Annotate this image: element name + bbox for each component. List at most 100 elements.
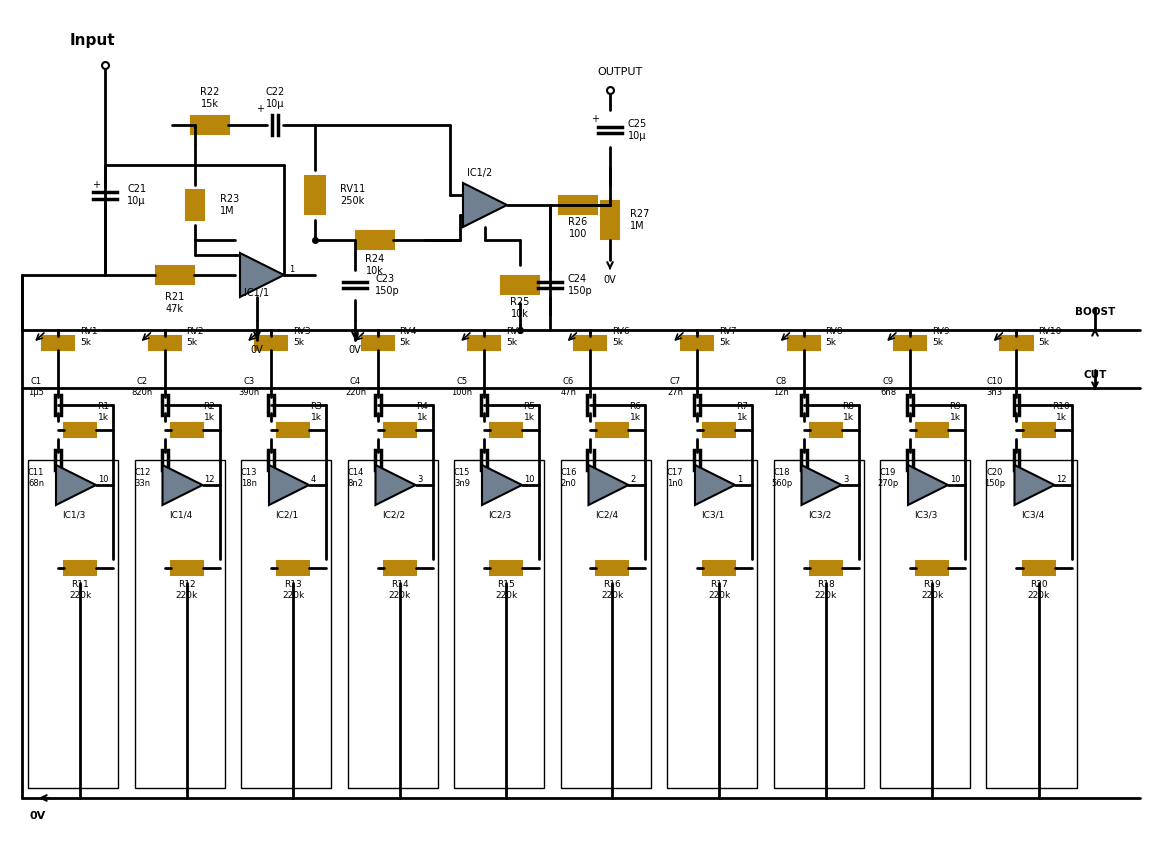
Text: 12: 12 [205, 475, 216, 484]
Bar [255, 336, 287, 350]
Text: C5
100n: C5 100n [451, 377, 473, 397]
Text: R21
47k: R21 47k [165, 292, 184, 314]
Text: RV7
5k: RV7 5k [719, 327, 736, 347]
Text: IC1/3: IC1/3 [62, 511, 86, 519]
Bar [702, 561, 735, 575]
Bar [1023, 561, 1054, 575]
Text: C2
820n: C2 820n [132, 377, 153, 397]
Text: C1
1μ5: C1 1μ5 [28, 377, 44, 397]
Text: R27
1M: R27 1M [630, 209, 649, 231]
Text: C7
27n: C7 27n [668, 377, 683, 397]
Bar [490, 423, 522, 437]
Text: R25
10k: R25 10k [510, 298, 530, 319]
Text: IC3/4: IC3/4 [1021, 511, 1044, 519]
Bar [560, 460, 650, 788]
Bar [916, 561, 948, 575]
Text: IC2/3: IC2/3 [488, 511, 511, 519]
Text: C4
220n: C4 220n [345, 377, 366, 397]
Text: C17
1n0: C17 1n0 [666, 468, 683, 488]
Text: R2
1k: R2 1k [204, 402, 216, 422]
Bar [148, 336, 181, 350]
Text: R6
1k: R6 1k [629, 402, 642, 422]
Text: C22
10µ: C22 10µ [266, 88, 284, 109]
Bar [810, 561, 841, 575]
Bar [156, 266, 195, 284]
Bar [788, 336, 819, 350]
Text: RV4
5k: RV4 5k [400, 327, 417, 347]
Bar [596, 561, 628, 575]
Bar [347, 460, 438, 788]
Bar [916, 423, 948, 437]
Text: R24
10k: R24 10k [366, 254, 384, 275]
Text: C10
3n3: C10 3n3 [987, 377, 1003, 397]
Bar [501, 276, 539, 294]
Text: C25
10µ: C25 10µ [628, 119, 648, 141]
Bar [880, 460, 970, 788]
Bar [356, 231, 394, 249]
Text: R14
220k: R14 220k [388, 581, 410, 600]
Text: 0V: 0V [348, 345, 361, 355]
Text: RV1
5k: RV1 5k [80, 327, 98, 347]
Text: C23
150p: C23 150p [375, 275, 400, 296]
Text: R4
1k: R4 1k [417, 402, 429, 422]
Text: RV11
250k: RV11 250k [340, 184, 366, 206]
Polygon shape [1015, 465, 1054, 505]
Text: R10
1k: R10 1k [1053, 402, 1071, 422]
Text: C24
150p: C24 150p [569, 275, 593, 296]
Text: R16
220k: R16 220k [601, 581, 623, 600]
Bar [186, 190, 204, 220]
Bar [987, 460, 1076, 788]
Bar [170, 423, 203, 437]
Text: IC2/2: IC2/2 [382, 511, 405, 519]
Text: Input: Input [70, 32, 115, 48]
Polygon shape [482, 465, 522, 505]
Text: RV10
5k: RV10 5k [1038, 327, 1061, 347]
Polygon shape [269, 465, 309, 505]
Text: RV8
5k: RV8 5k [826, 327, 843, 347]
Text: R15
220k: R15 220k [495, 581, 517, 600]
Polygon shape [375, 465, 416, 505]
Text: +: + [256, 104, 264, 114]
Bar [191, 116, 230, 134]
Bar [1001, 336, 1032, 350]
Text: C19
270p: C19 270p [877, 468, 898, 488]
Text: IC2/1: IC2/1 [275, 511, 298, 519]
Text: R8
1k: R8 1k [842, 402, 854, 422]
Bar [894, 336, 926, 350]
Text: C3
390n: C3 390n [239, 377, 260, 397]
Text: IC2/4: IC2/4 [595, 511, 619, 519]
Bar [134, 460, 225, 788]
Text: OUTPUT: OUTPUT [598, 67, 643, 77]
Text: R5
1k: R5 1k [523, 402, 535, 422]
Bar [702, 423, 735, 437]
Text: C12
33n: C12 33n [134, 468, 150, 488]
Text: R7
1k: R7 1k [736, 402, 748, 422]
Text: R9
1k: R9 1k [949, 402, 961, 422]
Text: C21
10µ: C21 10µ [127, 184, 146, 206]
Text: C16
2n0: C16 2n0 [560, 468, 577, 488]
Text: IC3/3: IC3/3 [915, 511, 938, 519]
Text: IC1/4: IC1/4 [169, 511, 192, 519]
Text: R23
1M: R23 1M [220, 194, 239, 216]
Text: 0V: 0V [30, 811, 47, 821]
Text: C11
68n: C11 68n [28, 468, 44, 488]
Text: R12
220k: R12 220k [176, 581, 198, 600]
Text: RV5
5k: RV5 5k [506, 327, 523, 347]
Text: C8
12n: C8 12n [774, 377, 790, 397]
Bar [454, 460, 544, 788]
Text: R22
15k: R22 15k [200, 88, 220, 109]
Text: C6
47n: C6 47n [560, 377, 577, 397]
Text: C15
3n9: C15 3n9 [454, 468, 471, 488]
Bar [574, 336, 607, 350]
Polygon shape [240, 253, 284, 297]
Text: C20
150p: C20 150p [984, 468, 1005, 488]
Bar [1023, 423, 1054, 437]
Text: R3
1k: R3 1k [310, 402, 322, 422]
Text: IC1/1: IC1/1 [245, 288, 269, 298]
Bar [241, 460, 331, 788]
Polygon shape [588, 465, 628, 505]
Text: R19
220k: R19 220k [920, 581, 944, 600]
Text: IC1/2: IC1/2 [467, 168, 493, 178]
Text: RV3
5k: RV3 5k [294, 327, 311, 347]
Bar [774, 460, 863, 788]
